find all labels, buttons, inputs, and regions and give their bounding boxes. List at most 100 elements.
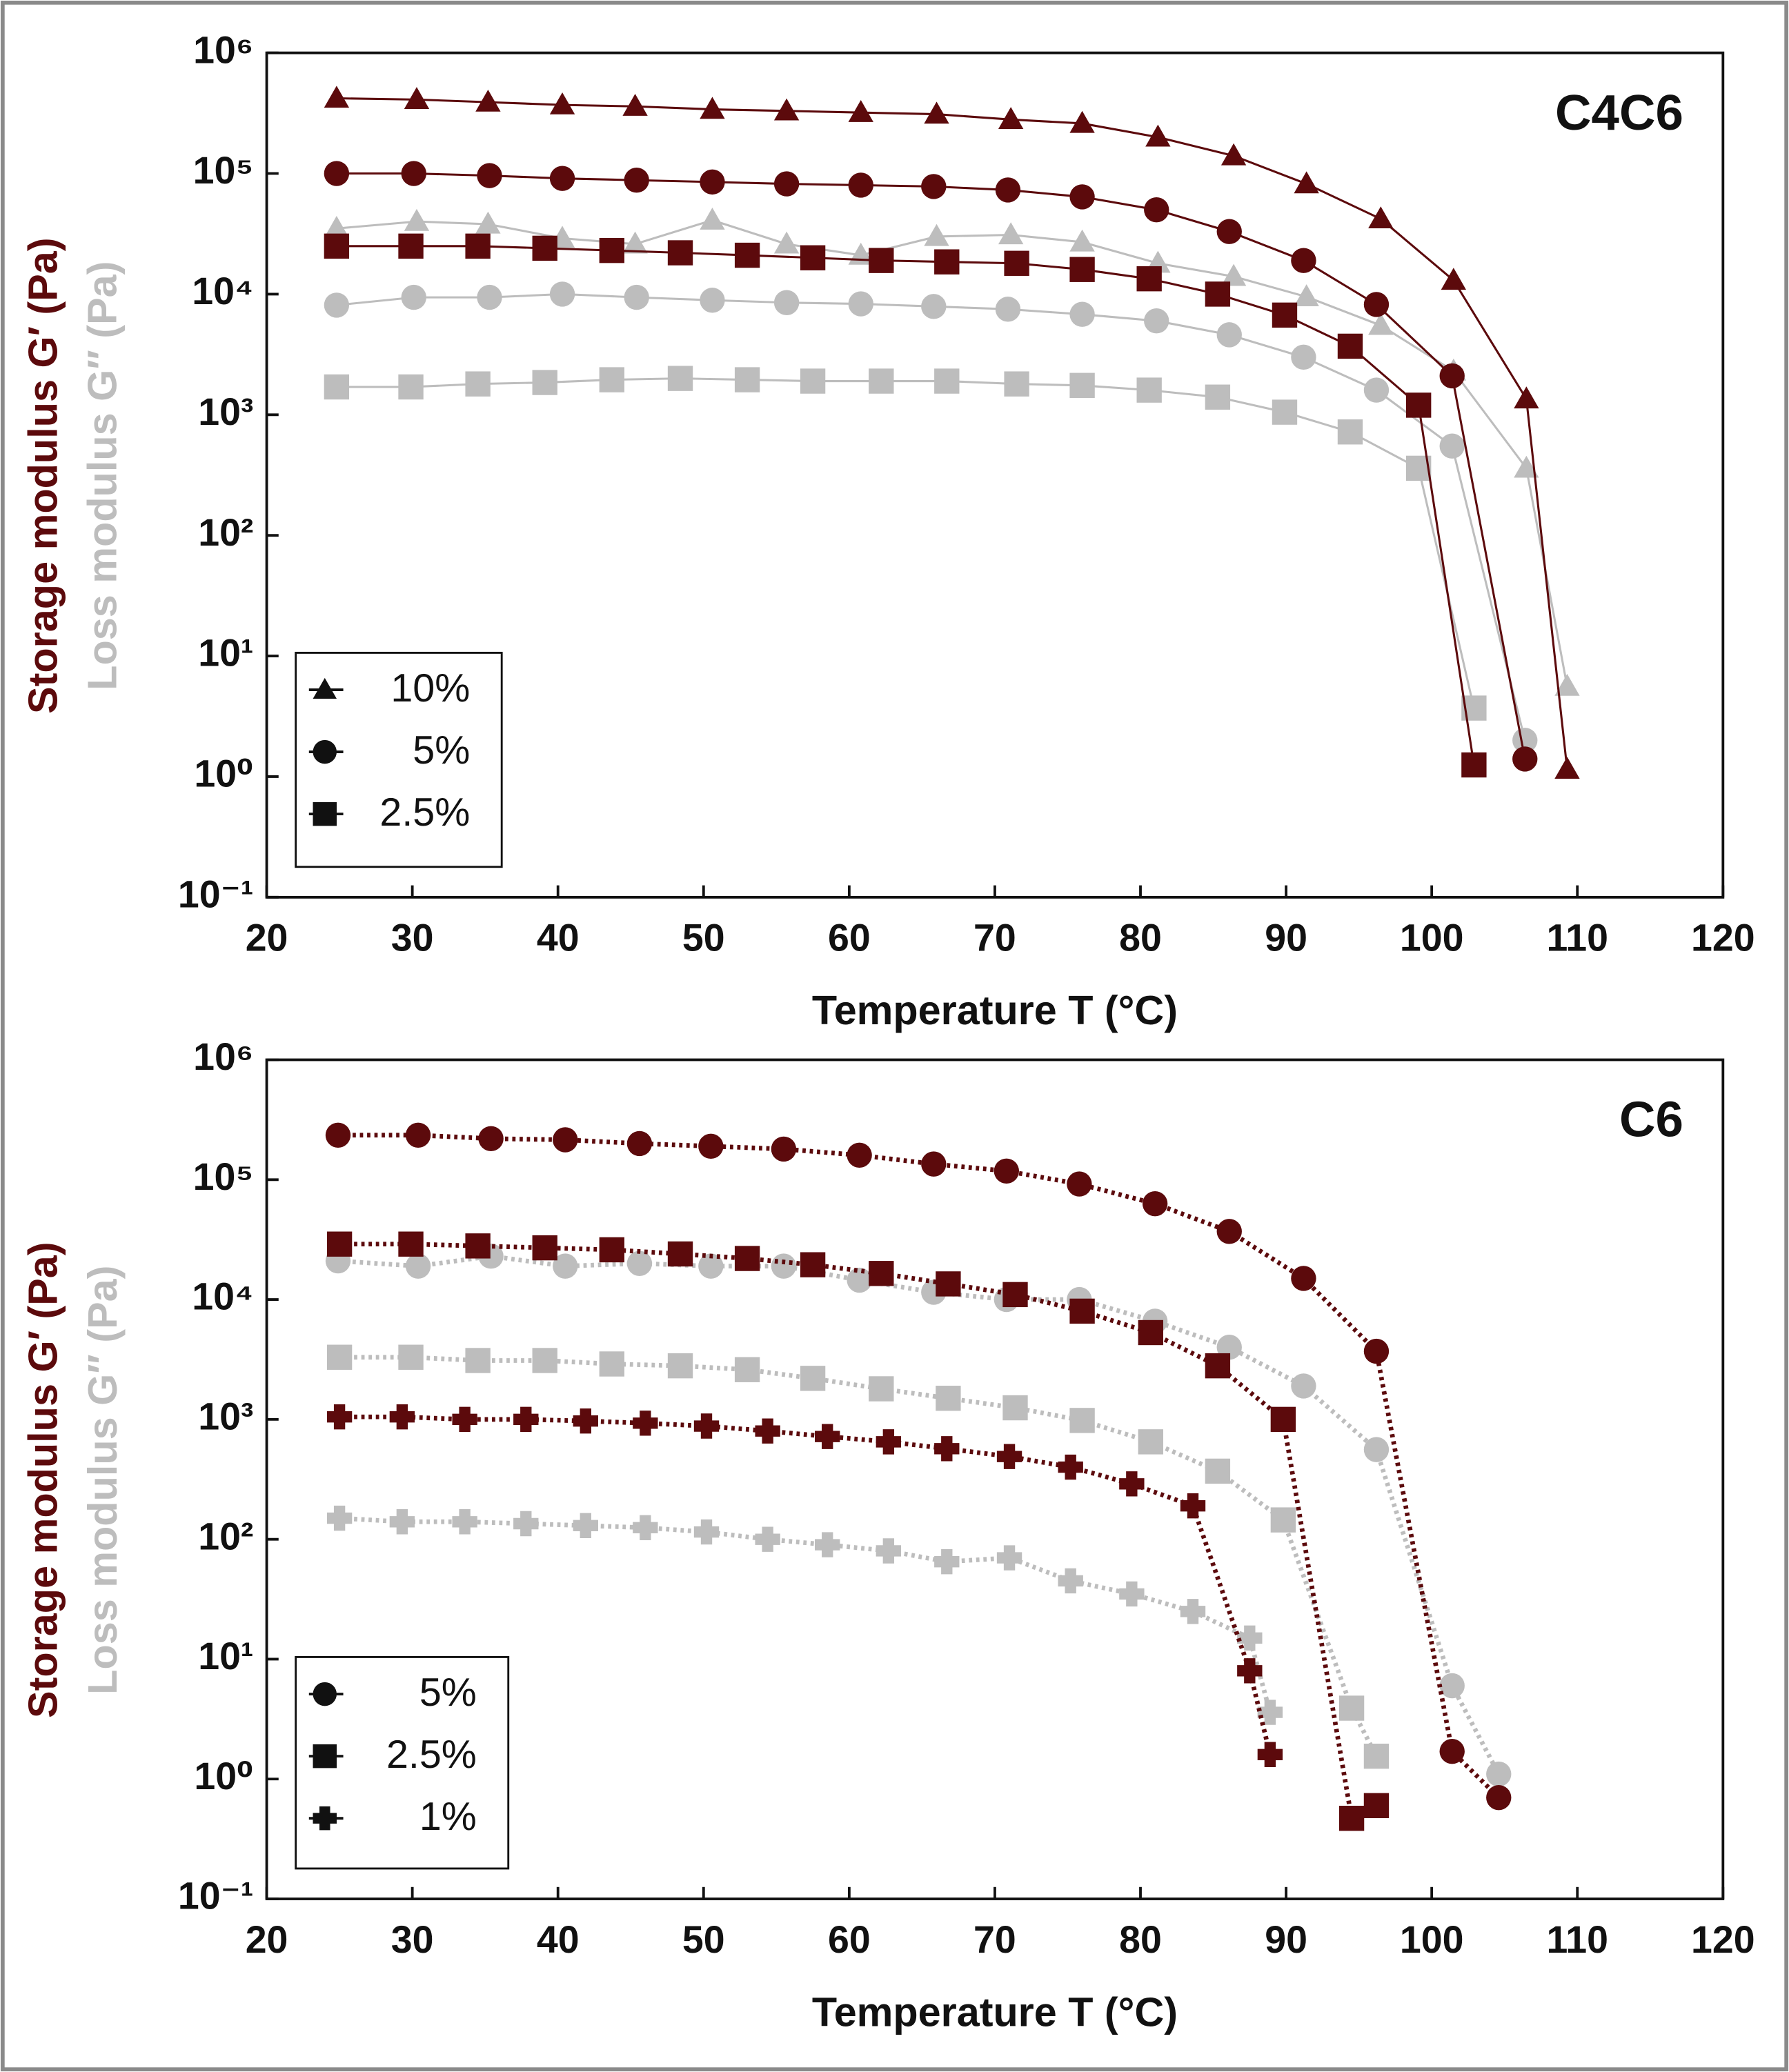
marker bbox=[532, 1348, 557, 1373]
marker bbox=[869, 248, 894, 273]
marker bbox=[1270, 1507, 1296, 1533]
marker bbox=[477, 284, 502, 310]
marker bbox=[693, 1413, 720, 1439]
marker bbox=[1069, 372, 1095, 398]
x-tick-label: 50 bbox=[682, 1918, 725, 1961]
marker bbox=[734, 1357, 760, 1382]
x-tick-label: 30 bbox=[391, 917, 434, 959]
storage-line bbox=[336, 97, 1568, 770]
marker bbox=[1291, 248, 1316, 273]
marker bbox=[1142, 1191, 1168, 1217]
marker bbox=[1205, 1458, 1231, 1484]
marker bbox=[1058, 1568, 1083, 1594]
marker bbox=[869, 1376, 894, 1402]
marker bbox=[693, 1519, 720, 1545]
marker bbox=[573, 1513, 598, 1539]
legend-marker bbox=[313, 677, 337, 699]
legend-label: 2.5% bbox=[379, 790, 470, 835]
marker bbox=[924, 101, 949, 124]
marker bbox=[1461, 752, 1487, 778]
marker bbox=[934, 368, 960, 394]
marker bbox=[934, 1436, 960, 1462]
y-tick-label: 10⁴ bbox=[192, 1275, 253, 1318]
y-tick-label: 10² bbox=[198, 511, 253, 554]
x-tick-label: 70 bbox=[973, 917, 1016, 959]
marker bbox=[1291, 1266, 1316, 1291]
legend-label: 5% bbox=[419, 1671, 477, 1715]
marker bbox=[398, 1231, 424, 1257]
marker bbox=[1514, 386, 1539, 409]
x-tick-label: 100 bbox=[1400, 917, 1464, 959]
y-tick-label: 10⁰ bbox=[194, 753, 253, 795]
marker bbox=[532, 370, 557, 395]
marker bbox=[599, 1237, 624, 1263]
marker bbox=[1337, 419, 1363, 445]
marker bbox=[1439, 1673, 1465, 1699]
x-tick-label: 60 bbox=[828, 1918, 871, 1961]
marker bbox=[1368, 206, 1394, 229]
y-axis-label: Storage modulus G′ (Pa) bbox=[20, 1242, 66, 1718]
marker bbox=[532, 1235, 557, 1261]
marker bbox=[326, 1404, 353, 1430]
x-tick-label: 80 bbox=[1119, 917, 1162, 959]
x-tick-label: 20 bbox=[246, 1918, 288, 1961]
marker bbox=[847, 1267, 872, 1293]
loss-line bbox=[337, 1253, 1501, 1775]
legend-marker bbox=[313, 739, 337, 764]
marker bbox=[1363, 1743, 1390, 1769]
y-tick-label: 10² bbox=[198, 1515, 253, 1557]
marker bbox=[848, 172, 873, 198]
marker bbox=[869, 1261, 894, 1286]
chart-title: C4C6 bbox=[1555, 85, 1683, 141]
marker bbox=[549, 92, 575, 114]
marker bbox=[622, 94, 648, 116]
marker bbox=[405, 1253, 431, 1279]
marker bbox=[1363, 1437, 1390, 1462]
marker bbox=[325, 1122, 351, 1148]
x-tick-label: 40 bbox=[537, 1918, 580, 1961]
marker bbox=[934, 1548, 960, 1575]
marker bbox=[1514, 455, 1539, 478]
marker bbox=[452, 1509, 477, 1535]
marker bbox=[1257, 1700, 1283, 1725]
marker bbox=[936, 1386, 961, 1411]
marker bbox=[465, 371, 491, 397]
marker bbox=[326, 1231, 353, 1257]
x-tick-label: 90 bbox=[1265, 917, 1307, 959]
marker bbox=[624, 168, 649, 193]
marker bbox=[475, 211, 501, 234]
marker bbox=[921, 174, 947, 199]
marker bbox=[626, 1251, 653, 1276]
marker bbox=[667, 1241, 693, 1267]
marker bbox=[389, 1404, 415, 1430]
marker bbox=[324, 216, 350, 238]
legend-label: 1% bbox=[419, 1795, 477, 1839]
marker bbox=[1337, 333, 1363, 359]
marker bbox=[626, 1130, 653, 1157]
marker bbox=[1486, 1784, 1512, 1811]
marker bbox=[475, 89, 501, 112]
marker bbox=[1069, 229, 1095, 252]
marker bbox=[398, 1344, 424, 1370]
marker bbox=[734, 1246, 760, 1271]
marker bbox=[1439, 1738, 1465, 1764]
y-tick-label: 10⁶ bbox=[193, 28, 253, 71]
marker bbox=[995, 177, 1021, 203]
marker bbox=[698, 1253, 724, 1279]
chart-title: C6 bbox=[1619, 1092, 1683, 1148]
marker bbox=[994, 1158, 1020, 1184]
y-tick-label: 10⁵ bbox=[193, 149, 254, 192]
marker bbox=[667, 1353, 693, 1379]
x-axis-label: Temperature T (°C) bbox=[812, 1989, 1178, 2035]
marker bbox=[1554, 757, 1580, 779]
marker bbox=[326, 1505, 353, 1531]
marker bbox=[773, 290, 800, 315]
marker bbox=[773, 231, 800, 254]
legend-label: 2.5% bbox=[386, 1733, 477, 1777]
marker bbox=[1119, 1581, 1145, 1607]
marker bbox=[599, 237, 624, 263]
marker bbox=[771, 1253, 797, 1279]
marker bbox=[755, 1418, 780, 1444]
